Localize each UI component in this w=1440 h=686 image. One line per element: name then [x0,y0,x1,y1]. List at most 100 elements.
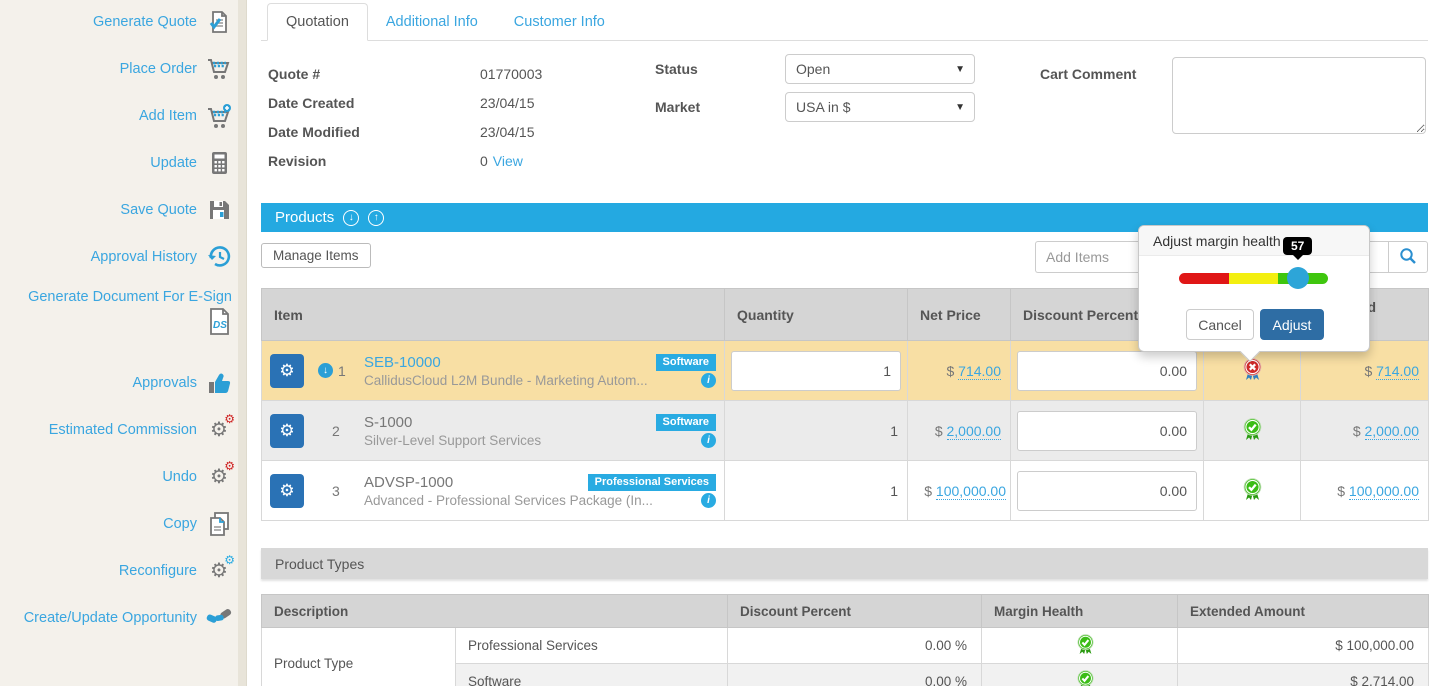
bundle-expand-icon[interactable]: ↓ [318,363,333,378]
product-code: ADVSP-1000 [364,473,454,491]
product-type-badge: Professional Services [587,473,716,491]
adjust-button[interactable]: Adjust [1260,309,1324,340]
net-price-link[interactable]: 714.00 [958,362,1001,380]
row-actions-gear-button[interactable]: ⚙ [270,473,304,508]
margin-health-healthy-icon[interactable] [1242,477,1263,504]
sidebar-item-add-item[interactable]: Add Item [139,101,232,131]
quantity-value: 1 [890,482,898,499]
sidebar-item-label: Copy [163,516,197,532]
product-row-3: ⚙ 3 ADVSP-1000 Professional Services Adva… [261,460,1429,521]
product-type-row-2: Software 0.00 % $ 2,714.00 [262,663,1430,686]
sidebar-item-generate-document-esign[interactable]: Generate Document For E-Sign DS [28,289,232,351]
extended-amount-link[interactable]: 100,000.00 [1348,482,1419,500]
sidebar-item-label: Generate Document For E-Sign [28,289,232,305]
date-modified-row: Date Modified 23/04/15 [268,117,542,146]
estimated-commission-gears-icon: ⚙ ⚙ [210,412,235,441]
sidebar-item-generate-quote[interactable]: Generate Quote [93,7,232,37]
date-modified-value: 23/04/15 [480,123,535,140]
market-selected-value: USA in $ [796,99,851,115]
info-icon[interactable]: i [701,492,716,508]
quote-info-section: Quote # 01770003 Date Created 23/04/15 D… [261,41,1428,203]
sidebar-item-label: Update [150,155,197,171]
info-icon[interactable]: i [701,372,716,388]
discount-percent-input[interactable] [1017,350,1197,391]
pt-description: Software [454,663,729,686]
margin-health-healthy-icon[interactable] [1242,417,1263,444]
info-icon[interactable]: i [701,432,716,448]
extended-amount-link[interactable]: 714.00 [1376,362,1419,380]
action-sidebar: Generate Quote Place Order Add Item Upda… [0,0,247,686]
discount-percent-input[interactable] [1017,470,1197,511]
cancel-button[interactable]: Cancel [1186,309,1254,340]
product-types-title: Product Types [275,555,365,572]
revision-row: Revision 0 View [268,146,542,175]
quote-number-value: 01770003 [480,65,543,82]
product-description: Advanced - Professional Services Package… [364,492,653,508]
product-type-group-label: Product Type [261,627,456,686]
sidebar-item-reconfigure[interactable]: Reconfigure ⚙ ⚙ [118,554,235,586]
sidebar-item-approval-history[interactable]: Approval History [91,242,232,272]
sidebar-item-label: Create/Update Opportunity [23,610,197,626]
row-actions-gear-button[interactable]: ⚙ [270,413,304,448]
margin-health-unhealthy-icon[interactable] [1242,357,1263,384]
copy-documents-icon [206,511,232,537]
row-actions-gear-button[interactable]: ⚙ [270,353,304,388]
date-created-row: Date Created 23/04/15 [268,88,542,117]
pt-column-discount-percent: Discount Percent [727,594,983,628]
sidebar-item-copy[interactable]: Copy [163,509,232,539]
column-header-item: Item [261,288,725,341]
product-code-link[interactable]: SEB-10000 [364,353,441,371]
pt-column-extended-amount: Extended Amount [1177,594,1430,628]
sidebar-item-label: Approvals [132,375,197,391]
sidebar-item-place-order[interactable]: Place Order [120,54,232,84]
expand-section-icon[interactable]: ↑ [368,209,385,226]
sidebar-item-save-quote[interactable]: Save Quote [120,195,232,225]
date-created-label: Date Created [268,94,355,111]
slider-yellow-segment [1228,273,1279,284]
cart-comment-label: Cart Comment [1040,66,1137,82]
market-select[interactable]: USA in $ ▼ [785,92,975,122]
margin-health-healthy-icon [1076,669,1095,686]
sidebar-item-approvals[interactable]: Approvals [133,368,232,398]
sidebar-item-label: Undo [162,469,197,485]
pt-discount-percent: 0.00 % [727,663,983,686]
tab-customer-info[interactable]: Customer Info [513,14,605,30]
status-select[interactable]: Open ▼ [785,54,975,84]
product-type-badge: Software [655,353,716,371]
cart-comment-textarea[interactable] [1172,57,1426,134]
chevron-down-icon: ▼ [955,102,965,113]
sidebar-item-estimated-commission[interactable]: Estimated Commission ⚙ ⚙ [49,412,235,445]
item-number: 3 [332,482,340,499]
net-price-link[interactable]: 2,000.00 [946,422,1001,440]
sidebar-item-label: Add Item [138,108,197,124]
discount-percent-input[interactable] [1017,410,1197,451]
revision-label: Revision [268,152,327,169]
tab-quotation[interactable]: Quotation [267,3,368,41]
sidebar-item-update[interactable]: Update [150,148,232,178]
collapse-section-icon[interactable]: ↓ [343,209,360,226]
sidebar-item-create-update-opportunity[interactable]: Create/Update Opportunity [24,603,232,633]
date-created-value: 23/04/15 [480,94,535,111]
extended-amount-link[interactable]: 2,000.00 [1364,422,1419,440]
sidebar-item-label: Reconfigure [118,563,197,579]
date-modified-label: Date Modified [268,123,360,140]
slider-handle[interactable] [1287,267,1309,289]
product-types-table: Description Discount Percent Margin Heal… [260,594,1430,686]
manage-items-button[interactable]: Manage Items [261,243,371,268]
product-description: Silver-Level Support Services [364,432,542,448]
tab-additional-info[interactable]: Additional Info [385,14,478,30]
generate-quote-icon [206,9,232,35]
products-title: Products [275,209,335,226]
slider-value-tooltip: 57 [1283,237,1313,260]
net-price-link[interactable]: 100,000.00 [935,482,1006,500]
column-header-net-price: Net Price [907,288,1011,341]
quantity-input[interactable] [731,350,901,391]
pt-extended-amount: $ 2,714.00 [1177,663,1430,686]
search-button[interactable] [1388,241,1428,273]
esign-document-icon: DS [206,308,232,335]
sidebar-item-undo[interactable]: Undo ⚙ ⚙ [162,460,235,492]
item-number: 2 [332,422,340,439]
item-number: 1 [338,362,346,379]
revision-view-link[interactable]: View [492,152,523,169]
pt-extended-amount: $ 100,000.00 [1177,627,1430,664]
